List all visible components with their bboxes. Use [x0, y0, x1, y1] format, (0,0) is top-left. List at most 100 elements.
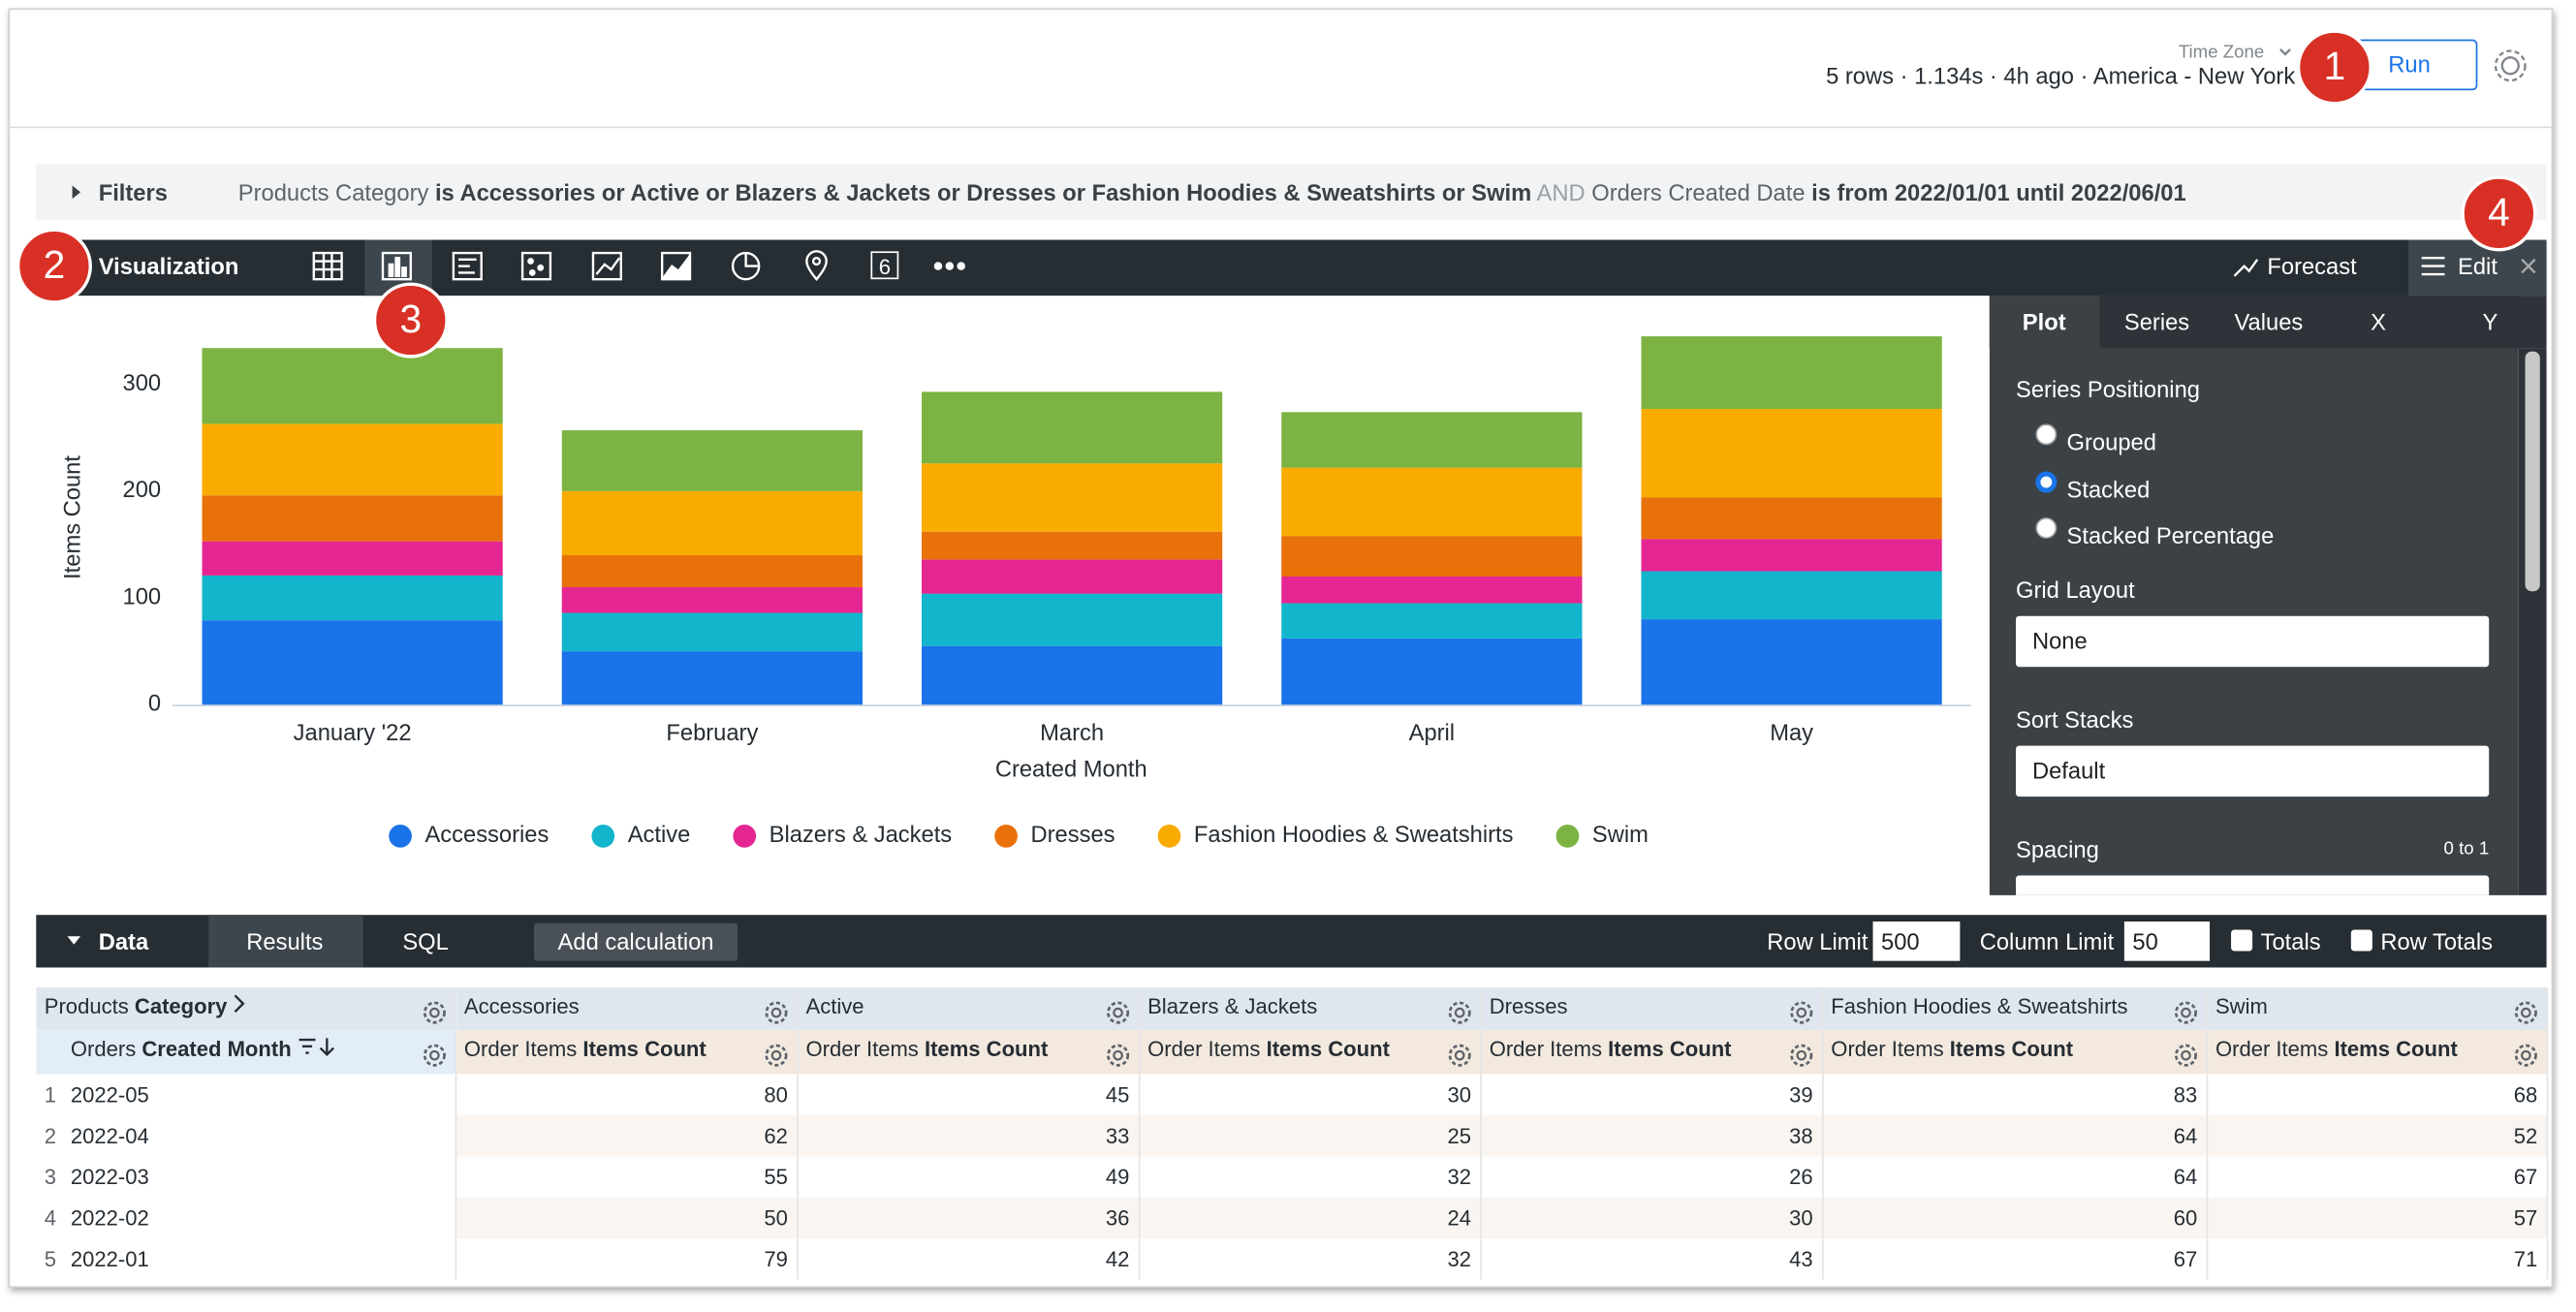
legend-label: Active — [628, 823, 691, 848]
measure-cell: 71 — [2206, 1238, 2548, 1280]
callout-badge: 4 — [2461, 175, 2537, 252]
legend-item[interactable]: Fashion Hoodies & Sweatshirts — [1157, 823, 1514, 848]
column-settings[interactable] — [1105, 1000, 1129, 1024]
measure-cell: 42 — [797, 1238, 1140, 1280]
section-label: Series Positioning — [2016, 376, 2200, 403]
row-number: 2 — [44, 1123, 57, 1148]
data-row: 4 2022-02 50 36 24 30 60 57 — [36, 1197, 2548, 1239]
viz-type-icons[interactable] — [67, 48, 2536, 945]
legend-item[interactable]: Blazers & Jackets — [733, 823, 952, 848]
row-limit-input[interactable]: 500 — [1872, 922, 1961, 961]
cell-text: 64 — [2173, 1164, 2198, 1190]
pivot-label: Active — [805, 992, 864, 1018]
x-tick-label: March — [1040, 721, 1104, 746]
bar-segment — [1281, 638, 1583, 705]
bar-segment — [561, 430, 863, 491]
bar-segment — [1641, 497, 1942, 540]
column-settings[interactable] — [763, 1000, 787, 1024]
measure-cell: 64 — [1821, 1115, 2208, 1157]
bar-segment — [1281, 603, 1583, 639]
column-settings[interactable] — [2513, 1043, 2537, 1067]
filters-toggle[interactable]: Filters — [98, 178, 168, 205]
legend-swatch — [389, 824, 412, 848]
column-settings[interactable] — [422, 1043, 446, 1067]
cell-text: 52 — [2513, 1123, 2538, 1148]
cell-text: 32 — [1447, 1164, 1472, 1190]
pivot-value: Active — [797, 986, 1140, 1030]
callout-badge: 1 — [2296, 29, 2372, 106]
bar-segment — [202, 495, 503, 542]
bar-segment — [1641, 619, 1942, 705]
legend: Accessories Active Blazers & Jackets Dresse… — [389, 823, 1649, 848]
bar-segment — [561, 612, 863, 652]
row-number: 1 — [44, 1082, 57, 1108]
measure-cell: 52 — [2206, 1115, 2548, 1157]
sql-tab[interactable]: SQL — [402, 927, 449, 954]
select-box[interactable]: Default — [2016, 745, 2490, 797]
totals-label: Totals — [2260, 927, 2321, 954]
column-settings[interactable] — [1788, 1043, 1812, 1067]
legend-label: Dresses — [1031, 823, 1115, 848]
callout-circle — [16, 228, 92, 304]
legend-item[interactable]: Dresses — [994, 823, 1115, 848]
sort-icons[interactable] — [298, 1037, 337, 1056]
column-settings[interactable] — [1447, 1000, 1471, 1024]
results-table: Products Category Accessories Active Blaze… — [36, 986, 2548, 1280]
pivot-value: Dresses — [1480, 986, 1823, 1030]
spacing-input[interactable] — [2016, 875, 2490, 895]
bar-segment — [1641, 539, 1942, 572]
legend-item[interactable]: Swim — [1555, 823, 1649, 848]
bar-segment — [922, 531, 1223, 560]
cell-text: 79 — [764, 1246, 788, 1272]
radio[interactable] — [2035, 516, 2058, 540]
filter-field: Orders Created Date — [1591, 178, 1806, 205]
table-body: Products Category Accessories Active Blaze… — [36, 986, 2548, 1280]
add-calculation-button[interactable]: Add calculation — [533, 922, 738, 961]
panel-tab[interactable]: X — [2371, 308, 2387, 335]
column-settings[interactable] — [763, 1043, 787, 1067]
radio[interactable] — [2035, 423, 2058, 446]
row-number: 4 — [44, 1205, 57, 1231]
data-toggle[interactable]: Data — [98, 927, 149, 954]
column-settings[interactable] — [2173, 1043, 2197, 1067]
cell-text: 33 — [1105, 1123, 1130, 1148]
edit-button[interactable]: Edit — [2458, 253, 2497, 280]
panel-tab[interactable]: Series — [2123, 308, 2190, 335]
measure-cell: 50 — [455, 1197, 799, 1239]
bar-segment — [1281, 577, 1583, 604]
time-zone-label[interactable]: Time Zone — [2178, 43, 2265, 63]
column-settings[interactable] — [1447, 1043, 1471, 1067]
results-tab[interactable]: Results — [246, 927, 324, 954]
panel-tab[interactable]: Y — [2482, 308, 2498, 335]
column-settings[interactable] — [2173, 1000, 2197, 1024]
bar-segment — [561, 587, 863, 613]
forecast-button[interactable]: Forecast — [2267, 253, 2357, 280]
pivot-value: Swim — [2206, 986, 2548, 1030]
visualization-label[interactable]: Visualization — [98, 253, 239, 280]
column-settings[interactable] — [422, 1000, 446, 1024]
pivot-header: Products Category — [36, 986, 456, 1030]
legend-item[interactable]: Active — [591, 823, 690, 848]
dimension-cell: 1 2022-05 — [36, 1074, 456, 1116]
cell-text: 64 — [2173, 1123, 2198, 1148]
legend-item[interactable]: Accessories — [389, 823, 549, 848]
panel-tab[interactable]: Values — [2234, 308, 2304, 335]
x-axis-title: Created Month — [995, 757, 1147, 782]
chevron[interactable] — [234, 993, 247, 1013]
measure-cell: 26 — [1480, 1156, 1823, 1198]
column-settings[interactable] — [1788, 1000, 1812, 1024]
panel-tab[interactable]: Plot — [2022, 308, 2066, 335]
column-limit-input[interactable]: 50 — [2123, 922, 2211, 961]
range-note: 0 to 1 — [2443, 839, 2490, 859]
totals-checkbox[interactable] — [2231, 929, 2253, 952]
section-label: Sort Stacks — [2016, 705, 2134, 734]
cell-text: 67 — [2513, 1164, 2538, 1190]
select-box[interactable]: None — [2016, 615, 2490, 668]
single-value-icon[interactable]: 6 — [870, 251, 899, 280]
measure-cell: 32 — [1138, 1238, 1482, 1280]
row-number: 5 — [44, 1246, 57, 1272]
row-totals-checkbox[interactable] — [2350, 929, 2372, 952]
radio[interactable] — [2035, 470, 2058, 492]
column-settings[interactable] — [1105, 1043, 1129, 1067]
column-settings[interactable] — [2513, 1000, 2537, 1024]
